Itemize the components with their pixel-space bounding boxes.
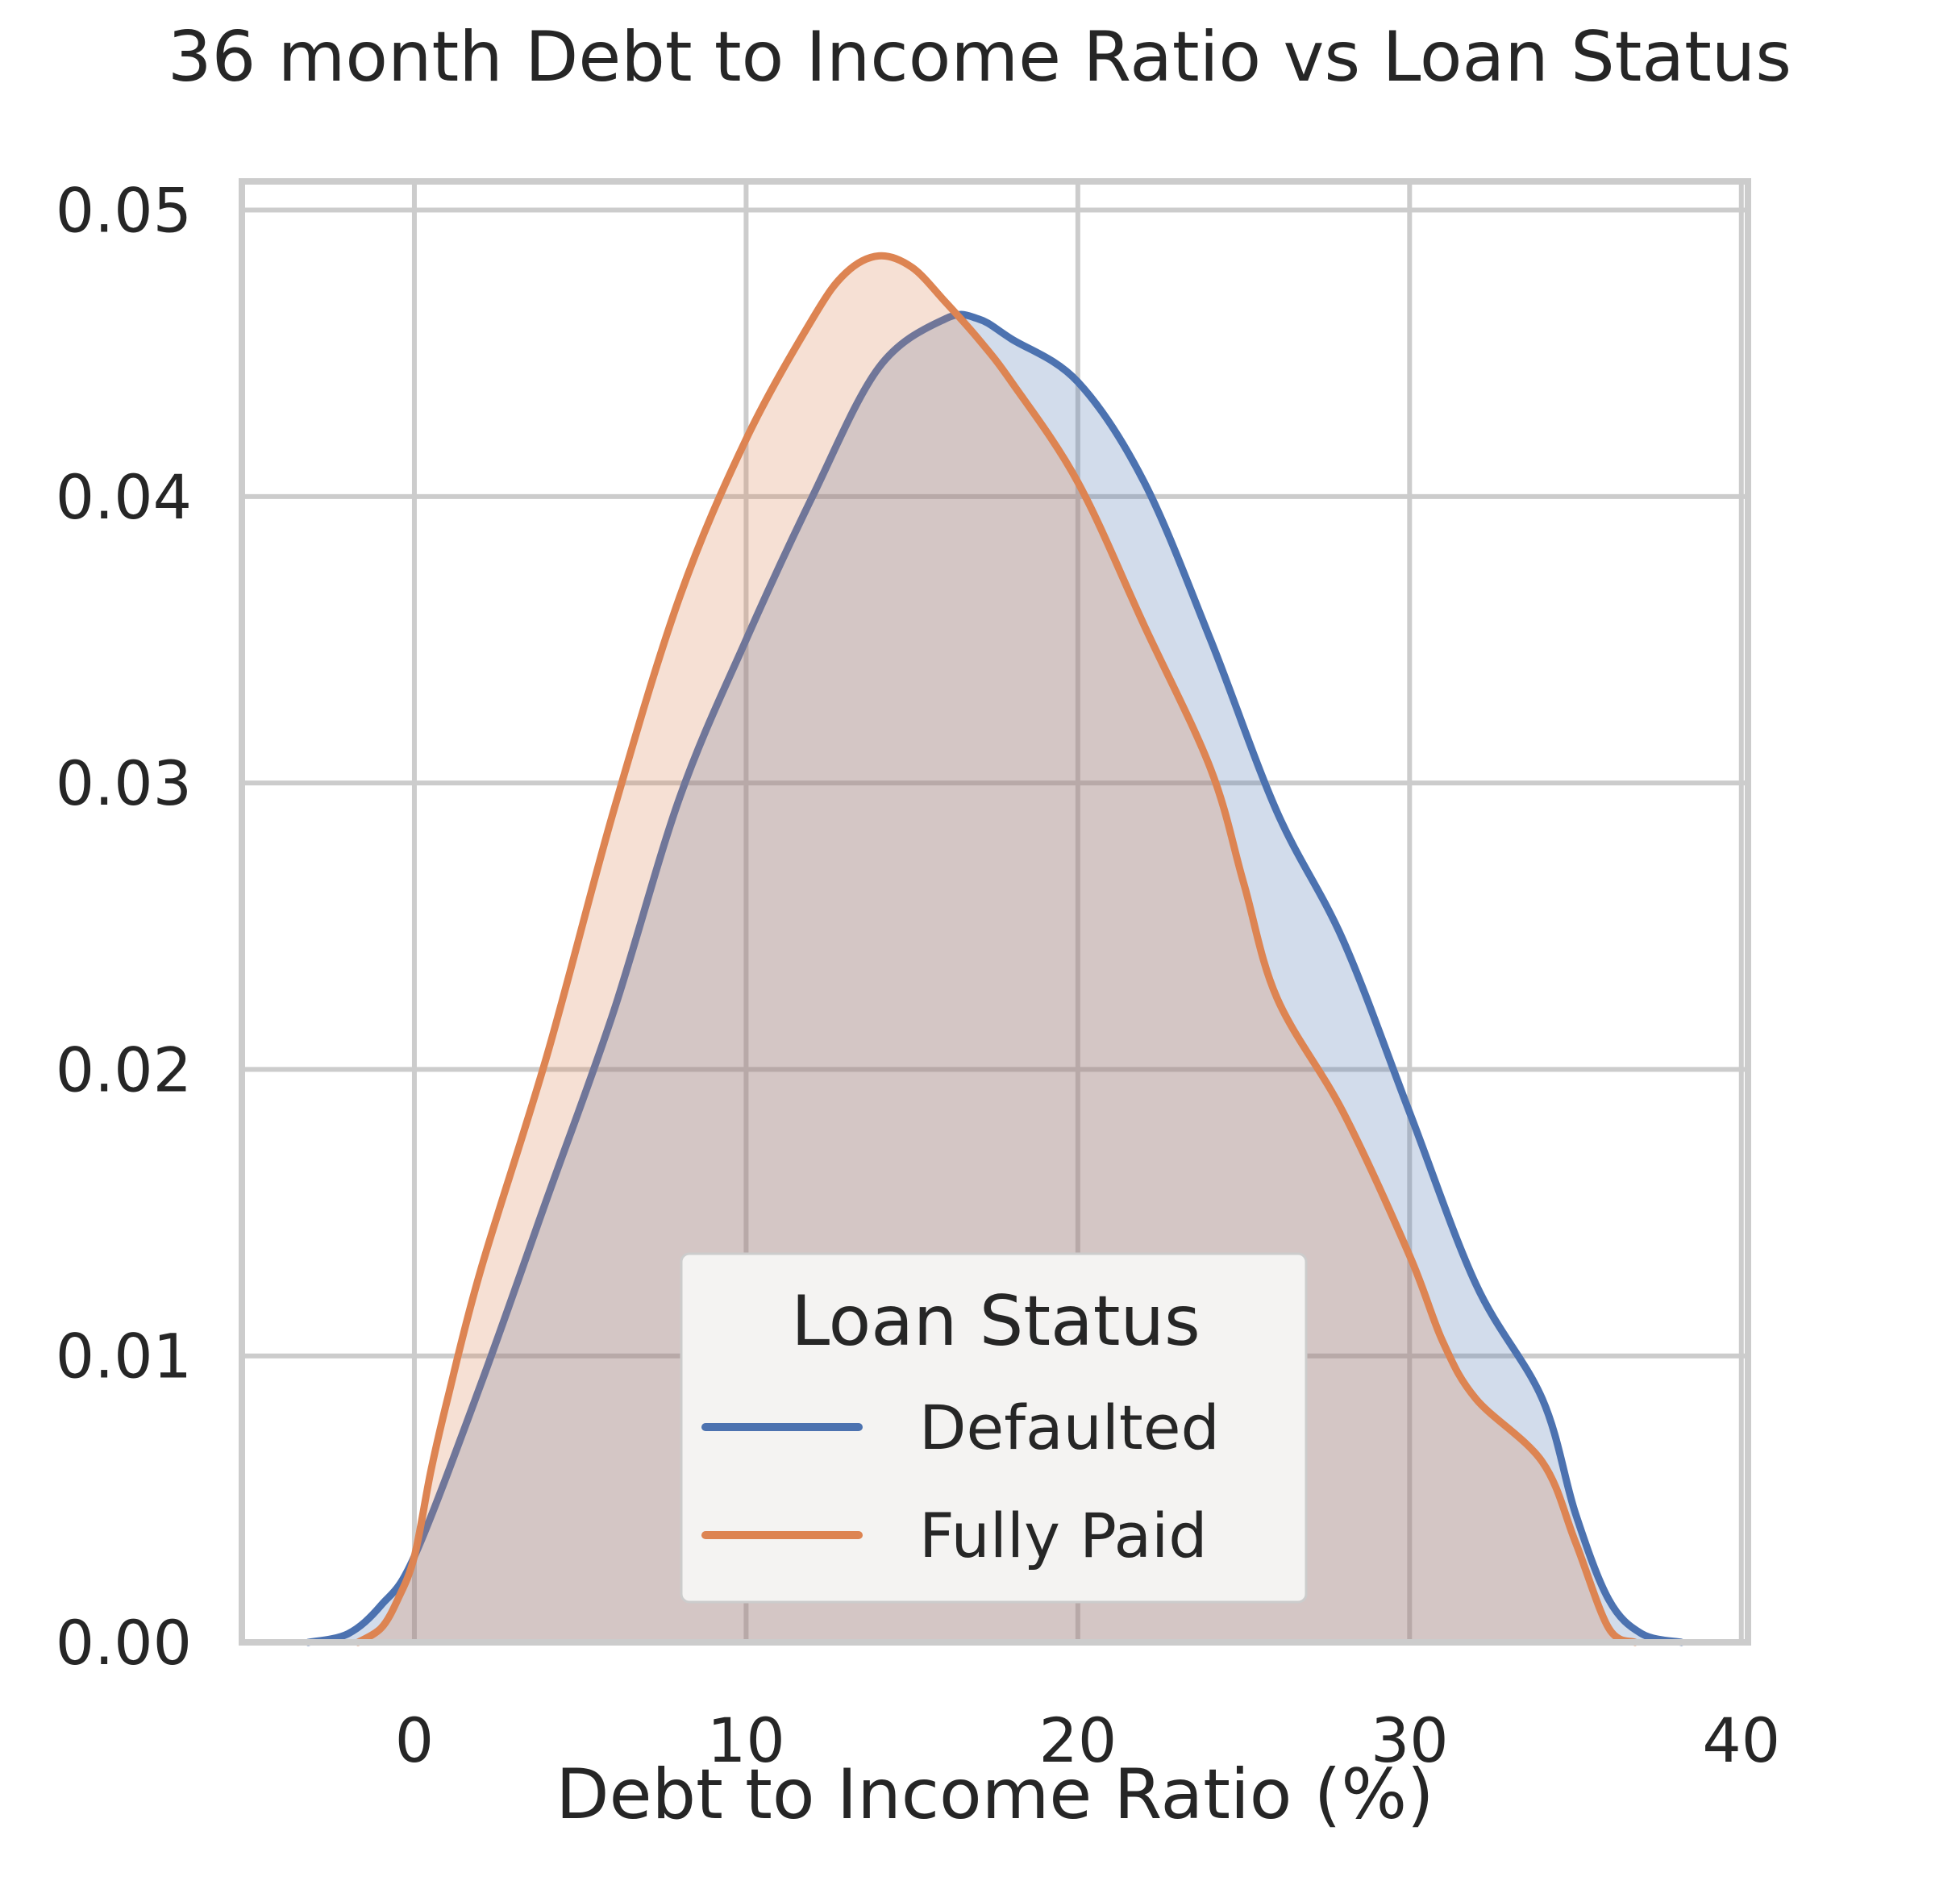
plot-frame (239, 178, 1751, 1646)
x-tick-label: 30 (1371, 1704, 1449, 1776)
y-tick-label: 0.00 (56, 1607, 192, 1679)
y-tick-label: 0.03 (56, 747, 192, 819)
grid-lines (242, 181, 1748, 1645)
chart-title: 36 month Debt to Income Ratio vs Loan St… (168, 17, 1791, 98)
legend-label-defaulted: Defaulted (919, 1392, 1220, 1463)
legend: Loan Status Defaulted Fully Paid (680, 1252, 1308, 1604)
x-axis-label: Debt to Income Ratio (%) (556, 1754, 1434, 1835)
legend-title: Loan Status (791, 1281, 1201, 1362)
tick-labels: 0 10 20 30 40 0.00 0.01 0.02 0.03 0.04 0.05 (56, 175, 1780, 1776)
legend-label-fully-paid: Fully Paid (919, 1500, 1207, 1571)
y-tick-label: 0.01 (56, 1321, 192, 1392)
x-tick-label: 40 (1702, 1704, 1780, 1776)
y-tick-label: 0.04 (56, 461, 192, 533)
y-tick-label: 0.02 (56, 1034, 192, 1105)
legend-box (680, 1252, 1308, 1604)
series-layer (304, 252, 1686, 1646)
series-area-defaulted (308, 314, 1682, 1642)
x-tick-label: 10 (707, 1704, 785, 1776)
series-area-fully-paid (358, 256, 1636, 1642)
series-line-defaulted (304, 310, 1686, 1646)
y-tick-label: 0.05 (56, 175, 192, 247)
x-tick-label: 20 (1039, 1704, 1117, 1776)
series-line-fully-paid (354, 252, 1639, 1646)
x-tick-label: 0 (395, 1704, 434, 1776)
